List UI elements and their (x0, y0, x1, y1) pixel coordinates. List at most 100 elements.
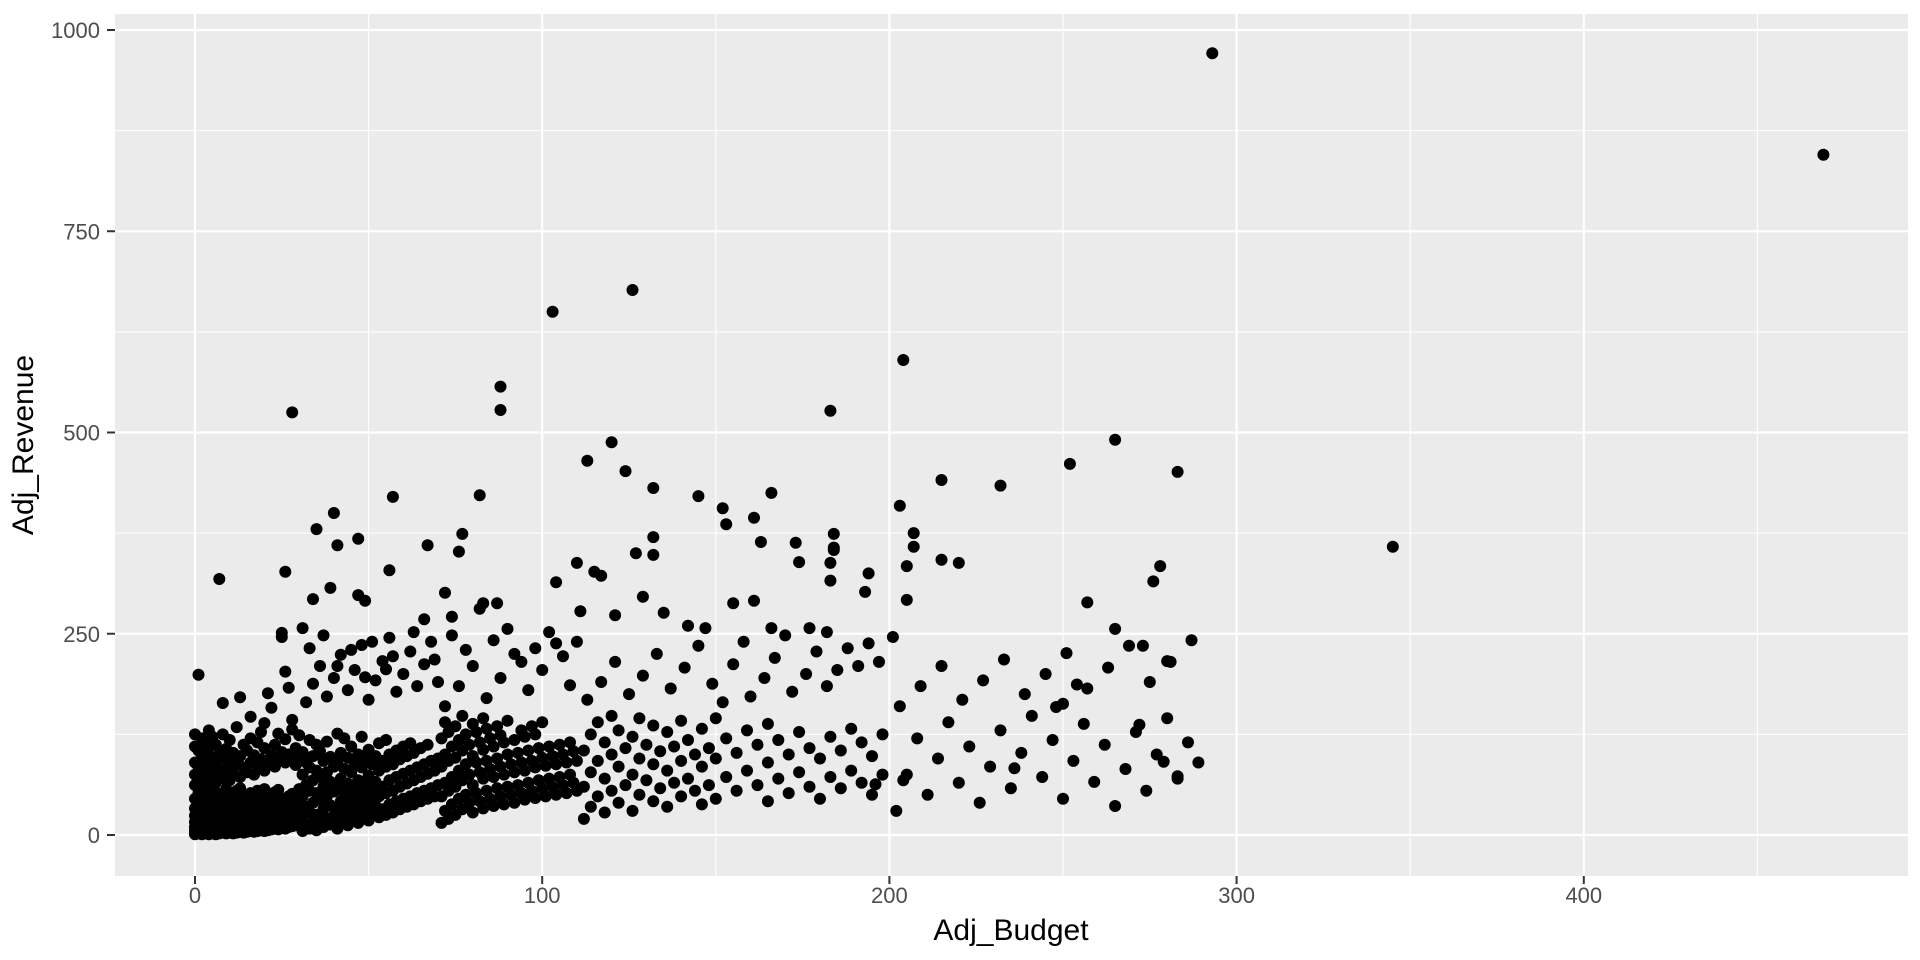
data-point (1008, 762, 1021, 775)
data-point (994, 479, 1007, 492)
data-point (695, 760, 708, 773)
data-point (619, 465, 632, 478)
data-point (827, 527, 840, 540)
data-point (1102, 661, 1115, 674)
data-point (362, 693, 375, 706)
data-point (557, 650, 569, 663)
data-point (380, 734, 392, 746)
data-point (244, 710, 257, 723)
data-point (647, 719, 660, 732)
data-point (716, 502, 729, 515)
data-point (942, 716, 955, 729)
data-point (765, 622, 778, 635)
data-point (584, 728, 597, 741)
data-point (699, 622, 712, 635)
data-point (439, 716, 451, 729)
data-point (619, 742, 632, 755)
data-point (1161, 712, 1174, 725)
data-point (1025, 709, 1038, 722)
data-point (654, 745, 667, 758)
data-point (570, 635, 583, 648)
data-point (477, 802, 490, 815)
data-point (633, 752, 646, 765)
data-point (727, 597, 740, 610)
data-point (661, 764, 674, 777)
x-tick-label: 200 (871, 883, 908, 908)
data-point (1185, 634, 1198, 647)
data-point (834, 744, 847, 757)
data-point (1077, 717, 1090, 730)
data-point (786, 685, 799, 698)
data-point (907, 527, 920, 540)
x-tick-label: 400 (1565, 883, 1602, 908)
y-tick-label: 750 (63, 219, 100, 244)
data-point (404, 737, 417, 750)
data-point (494, 404, 507, 416)
data-point (320, 735, 333, 748)
data-point (1015, 746, 1028, 759)
data-point (463, 768, 476, 781)
data-point (487, 740, 500, 753)
data-point (550, 788, 563, 801)
data-point (543, 740, 556, 753)
data-point (553, 738, 566, 751)
data-point (386, 490, 399, 503)
data-point (508, 766, 521, 779)
data-point (501, 748, 514, 761)
data-point (682, 619, 694, 632)
data-point (293, 729, 306, 742)
data-point (286, 406, 299, 419)
data-point (862, 637, 875, 650)
data-point (303, 642, 316, 655)
data-point (1171, 465, 1184, 478)
plot-panel (115, 14, 1908, 876)
data-point (1057, 697, 1069, 710)
data-point (720, 771, 733, 783)
data-point (459, 728, 472, 741)
data-point (1057, 792, 1069, 805)
data-point (536, 716, 549, 729)
data-point (598, 806, 611, 819)
data-point (491, 597, 504, 610)
data-point (935, 553, 948, 566)
data-point (900, 593, 913, 606)
data-point (1150, 748, 1163, 761)
data-point (636, 669, 649, 682)
data-point (626, 284, 639, 296)
data-point (1081, 682, 1094, 695)
data-point (508, 647, 521, 660)
data-point (213, 573, 226, 585)
data-point (626, 730, 639, 743)
data-point (1147, 575, 1160, 588)
data-point (633, 712, 646, 725)
data-point (310, 523, 323, 536)
data-point (661, 726, 674, 738)
data-point (498, 798, 510, 811)
data-point (584, 800, 597, 813)
data-point (675, 714, 688, 727)
y-tick-label: 250 (63, 622, 100, 647)
data-point (598, 772, 611, 785)
data-point (609, 609, 622, 622)
data-point (279, 665, 292, 678)
data-point (605, 436, 618, 449)
data-point (564, 679, 576, 692)
data-point (803, 622, 816, 635)
data-point (695, 722, 708, 735)
data-point (727, 658, 740, 671)
data-point (741, 764, 753, 777)
data-point (768, 651, 781, 664)
data-point (1036, 771, 1049, 783)
data-point (706, 677, 719, 690)
data-point (449, 720, 462, 733)
data-point (820, 680, 833, 693)
data-point (1386, 540, 1399, 553)
data-point (397, 668, 410, 680)
data-point (345, 643, 358, 656)
data-point (629, 547, 642, 560)
data-point (831, 664, 844, 676)
data-point (897, 354, 910, 366)
y-tick-label: 500 (63, 421, 100, 446)
data-point (498, 736, 510, 749)
